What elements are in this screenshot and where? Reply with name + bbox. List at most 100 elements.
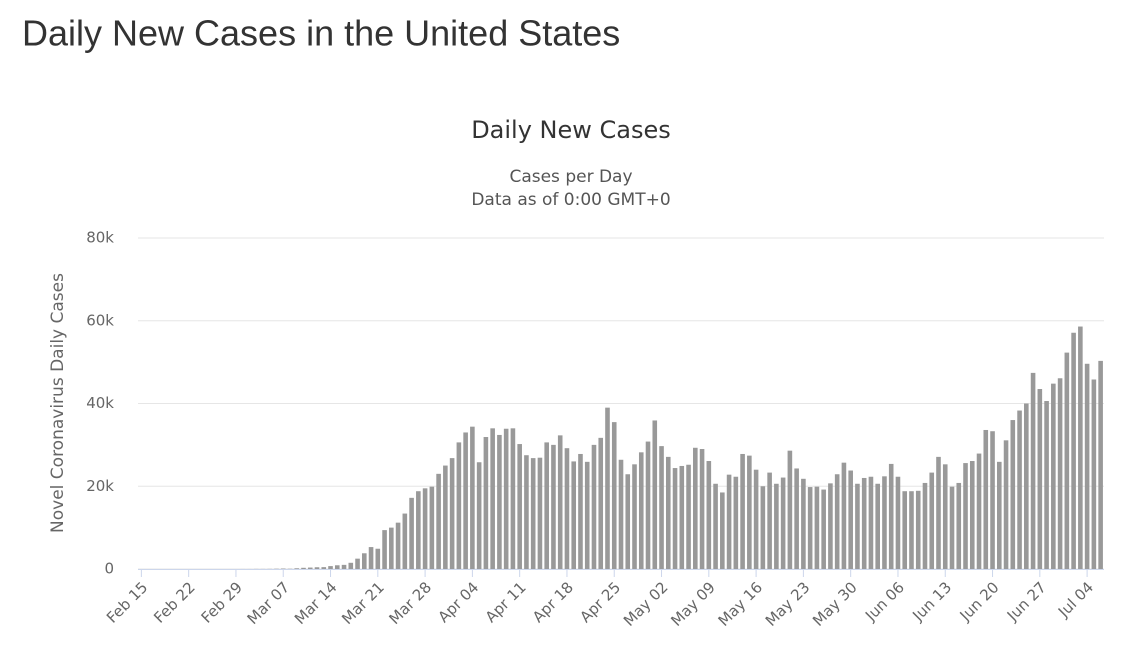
bar bbox=[936, 456, 941, 569]
bar bbox=[726, 474, 732, 569]
bar bbox=[929, 472, 935, 569]
bar bbox=[645, 441, 651, 569]
bar bbox=[976, 453, 982, 569]
x-tick-label: Jul 04 bbox=[1054, 578, 1097, 621]
x-tick-label: Mar 21 bbox=[338, 578, 388, 628]
bar bbox=[652, 420, 658, 569]
bar bbox=[767, 472, 772, 569]
bar bbox=[949, 486, 955, 569]
bar bbox=[834, 474, 840, 569]
bar bbox=[1051, 383, 1056, 569]
bar bbox=[706, 461, 712, 569]
bar bbox=[1071, 332, 1076, 569]
bar bbox=[1037, 389, 1043, 569]
bar bbox=[841, 462, 847, 569]
bar bbox=[895, 476, 901, 569]
bar bbox=[348, 562, 354, 569]
bar bbox=[780, 477, 786, 569]
x-tick-label: Jun 27 bbox=[1003, 578, 1050, 625]
bar bbox=[321, 567, 327, 569]
bar bbox=[497, 434, 502, 569]
bar bbox=[328, 566, 333, 569]
bar bbox=[1017, 410, 1022, 569]
bar bbox=[483, 437, 489, 569]
page-title: Daily New Cases in the United States bbox=[22, 13, 620, 54]
y-tick-label: 80k bbox=[86, 229, 114, 247]
bar bbox=[416, 491, 421, 569]
bar bbox=[598, 437, 604, 569]
bar bbox=[1091, 379, 1097, 569]
bar bbox=[733, 476, 739, 569]
bar bbox=[551, 444, 556, 569]
bar bbox=[382, 530, 387, 569]
bar bbox=[537, 457, 543, 569]
bar bbox=[503, 428, 509, 569]
bar bbox=[699, 449, 705, 569]
chart-title: Daily New Cases bbox=[471, 116, 671, 144]
y-tick-label: 60k bbox=[86, 311, 114, 329]
bar bbox=[1003, 440, 1009, 569]
x-tick-label: Jun 20 bbox=[956, 578, 1003, 625]
bar bbox=[618, 459, 624, 569]
bar bbox=[368, 547, 374, 569]
x-tick-label: Jun 13 bbox=[908, 578, 955, 625]
y-tick-label: 0 bbox=[104, 560, 114, 578]
bar bbox=[530, 458, 536, 569]
bar bbox=[463, 432, 468, 569]
bar bbox=[868, 476, 874, 569]
x-tick-label: May 09 bbox=[667, 578, 719, 630]
x-tick-label: Mar 28 bbox=[386, 578, 436, 628]
x-tick-label: May 16 bbox=[715, 578, 767, 630]
bar bbox=[395, 522, 401, 569]
bar bbox=[794, 468, 799, 569]
bar bbox=[814, 486, 820, 569]
bar bbox=[625, 474, 631, 569]
bar bbox=[713, 483, 718, 569]
x-tick-label: Apr 04 bbox=[434, 578, 482, 626]
bar bbox=[659, 446, 664, 569]
x-tick-label: Apr 11 bbox=[482, 578, 530, 626]
bar bbox=[605, 407, 610, 569]
bar bbox=[922, 482, 928, 569]
bar bbox=[436, 473, 441, 569]
bar bbox=[1098, 360, 1103, 569]
bar bbox=[996, 461, 1002, 569]
bar bbox=[409, 497, 414, 569]
bar bbox=[679, 465, 685, 569]
chart-subtitle: Cases per Day bbox=[509, 167, 632, 187]
bar bbox=[956, 482, 962, 569]
bar bbox=[449, 458, 455, 569]
chart-subtitle: Data as of 0:00 GMT+0 bbox=[471, 190, 670, 210]
bar bbox=[1024, 403, 1029, 569]
bar bbox=[888, 463, 894, 569]
bar bbox=[1078, 326, 1083, 569]
bar bbox=[861, 477, 867, 569]
bar bbox=[787, 450, 793, 569]
bar bbox=[571, 461, 577, 569]
bar bbox=[747, 455, 752, 569]
bar bbox=[517, 444, 522, 569]
bar bbox=[524, 455, 529, 569]
bar bbox=[557, 435, 563, 569]
bar bbox=[341, 564, 347, 569]
x-tick-label: Mar 07 bbox=[244, 578, 294, 628]
bar bbox=[591, 444, 597, 569]
x-tick-label: Mar 14 bbox=[291, 578, 341, 628]
bar bbox=[334, 565, 340, 569]
bar bbox=[848, 470, 853, 569]
bar bbox=[611, 422, 617, 569]
bar bbox=[564, 448, 570, 569]
bar bbox=[720, 492, 725, 569]
x-tick-label: May 23 bbox=[762, 578, 814, 630]
y-tick-label: 20k bbox=[86, 477, 114, 495]
bar bbox=[672, 468, 678, 569]
bar bbox=[990, 431, 995, 569]
bar bbox=[355, 558, 360, 569]
x-tick-label: Feb 15 bbox=[103, 578, 151, 626]
bar bbox=[875, 483, 880, 569]
bar bbox=[686, 464, 691, 569]
bar bbox=[307, 567, 313, 569]
y-axis-title: Novel Coronavirus Daily Cases bbox=[48, 273, 68, 533]
bar bbox=[1057, 378, 1063, 569]
